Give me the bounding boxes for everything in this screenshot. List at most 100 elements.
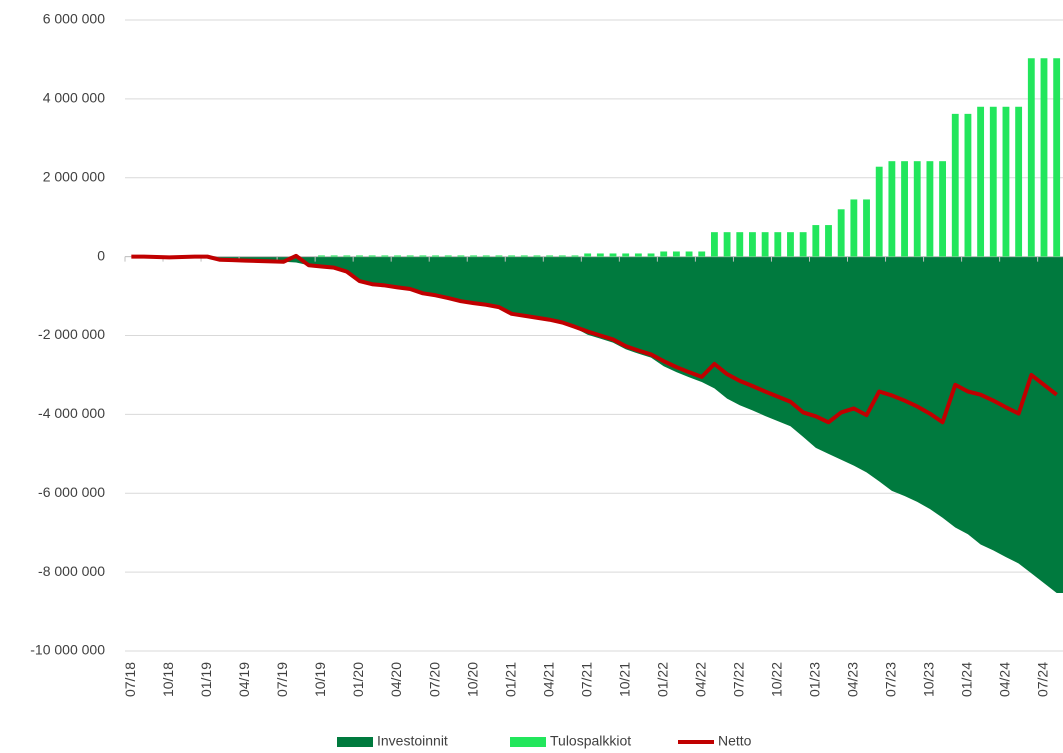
bar: [863, 199, 870, 257]
bar: [926, 161, 934, 257]
bar: [901, 161, 908, 257]
bar: [330, 255, 338, 257]
bar: [457, 255, 465, 257]
bar: [546, 255, 554, 257]
x-tick-label: 01/21: [502, 662, 518, 697]
y-tick-label: 2 000 000: [43, 168, 105, 184]
bar: [989, 106, 997, 257]
x-tick-label: 04/21: [540, 662, 556, 697]
bar: [951, 113, 959, 257]
bar: [419, 255, 427, 257]
bar: [622, 253, 630, 257]
x-tick-label: 07/23: [883, 662, 899, 697]
bar: [381, 255, 389, 257]
bar: [584, 253, 592, 257]
x-tick-label: 10/22: [769, 662, 785, 697]
bar: [685, 251, 693, 257]
x-tick-label: 07/22: [730, 662, 746, 697]
bar: [533, 255, 541, 257]
bar: [482, 255, 490, 257]
x-tick-label: 04/23: [845, 662, 861, 697]
bar: [787, 232, 794, 257]
bar: [1015, 106, 1023, 257]
bar: [495, 255, 503, 257]
x-tick-label: 10/18: [160, 662, 176, 697]
bar: [660, 251, 668, 257]
bar: [812, 225, 820, 257]
x-tick-label: 07/24: [1035, 662, 1051, 697]
bar: [977, 106, 985, 257]
x-tick-label: 07/20: [426, 662, 442, 697]
bar: [888, 161, 896, 257]
legend-label: Netto: [718, 733, 752, 749]
bar: [913, 161, 921, 257]
bar: [825, 225, 832, 257]
y-tick-label: 0: [97, 247, 105, 263]
x-tick-label: 10/19: [312, 662, 328, 697]
legend-swatch: [337, 737, 373, 747]
bar: [939, 161, 947, 257]
bar: [318, 255, 325, 257]
y-tick-label: -4 000 000: [38, 405, 105, 421]
bar: [850, 199, 858, 257]
y-tick-label: 6 000 000: [43, 11, 105, 27]
bar: [1002, 106, 1010, 257]
x-tick-label: 01/24: [959, 662, 975, 697]
x-tick-label: 04/19: [236, 662, 252, 697]
y-tick-label: -8 000 000: [38, 563, 105, 579]
legend-label: Investoinnit: [377, 733, 448, 749]
bar: [672, 251, 680, 257]
bar: [609, 253, 617, 257]
bar: [736, 232, 744, 257]
bar: [698, 251, 706, 257]
x-tick-label: 07/19: [274, 662, 290, 697]
x-tick-label: 01/19: [198, 662, 214, 697]
legend-label: Tulospalkkiot: [550, 733, 631, 749]
x-tick-label: 01/20: [350, 662, 366, 697]
x-tick-label: 01/23: [807, 662, 823, 697]
x-tick-label: 01/22: [654, 662, 670, 697]
bar: [368, 255, 376, 257]
y-tick-label: -6 000 000: [38, 484, 105, 500]
bar: [799, 232, 807, 257]
bar: [356, 255, 363, 257]
bar: [406, 255, 414, 257]
x-tick-label: 10/20: [464, 662, 480, 697]
bar: [710, 232, 718, 257]
bar: [508, 255, 516, 257]
line: [131, 253, 1058, 425]
bar: [343, 255, 351, 257]
bar: [875, 166, 883, 257]
bar: [1040, 58, 1048, 257]
legend-swatch: [510, 737, 546, 747]
bar: [634, 253, 642, 257]
x-tick-label: 07/21: [578, 662, 594, 697]
x-tick-label: 10/23: [921, 662, 937, 697]
bar: [558, 255, 566, 257]
bar: [596, 253, 604, 257]
bar: [444, 255, 452, 257]
area: [131, 256, 1063, 594]
bar: [432, 255, 439, 257]
bar: [394, 255, 401, 257]
bar: [571, 255, 579, 257]
x-tick-label: 10/21: [616, 662, 632, 697]
bar: [520, 255, 528, 257]
x-tick-label: 04/20: [388, 662, 404, 697]
x-tick-label: 04/24: [997, 662, 1013, 697]
bar: [837, 209, 845, 257]
bar: [774, 232, 782, 257]
bar: [723, 232, 731, 257]
x-tick-label: 04/22: [692, 662, 708, 697]
y-tick-label: -10 000 000: [30, 642, 105, 658]
bar: [1027, 58, 1035, 257]
x-tick-label: 07/18: [122, 662, 138, 697]
bar: [964, 113, 972, 257]
y-tick-label: -2 000 000: [38, 326, 105, 342]
bar: [1053, 58, 1061, 257]
bar: [749, 232, 756, 257]
bar: [647, 253, 655, 257]
bar: [761, 232, 769, 257]
